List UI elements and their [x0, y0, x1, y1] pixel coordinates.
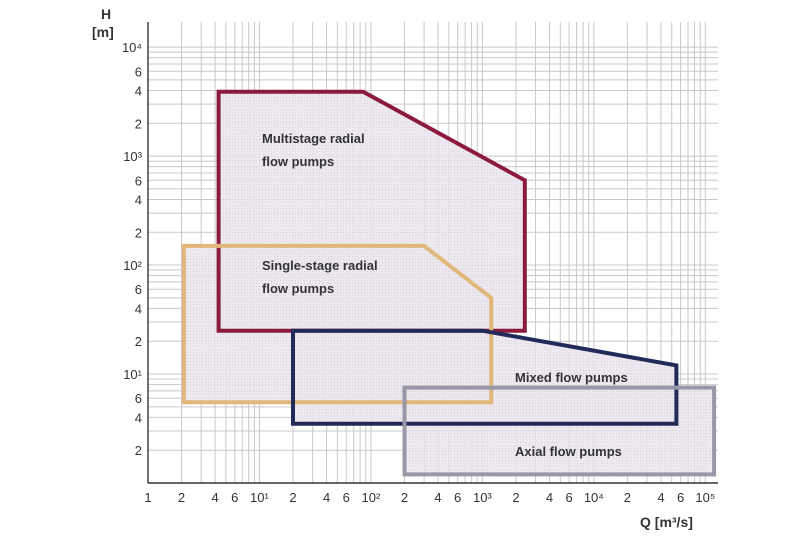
- region-label-mixed-flow-pumps: Mixed flow pumps: [515, 370, 628, 385]
- pump-region-outlines: [181, 89, 717, 477]
- y-tick-label: 2: [135, 334, 142, 349]
- x-tick-label: 1: [144, 490, 151, 505]
- region-outline-mixed-flow-pumps: [291, 328, 679, 426]
- y-tick-label: 2: [135, 116, 142, 131]
- x-tick-label: 10⁵: [695, 490, 715, 505]
- region-fill-axial-flow-pumps: [404, 387, 715, 475]
- pump-regions: [183, 91, 715, 475]
- region-outline-axial-flow-pumps: [402, 385, 717, 477]
- x-tick-label: 6: [565, 490, 572, 505]
- y-tick-label: 2: [135, 443, 142, 458]
- x-tick-label: 4: [434, 490, 441, 505]
- y-tick-label: 6: [135, 173, 142, 188]
- y-tick-label: 10¹: [123, 367, 142, 382]
- x-tick-label: 2: [178, 490, 185, 505]
- x-tick-label: 4: [323, 490, 330, 505]
- y-tick-labels: 2 4 6 10¹ 2 4 6 10² 2 4 6 10³ 2 4 6 10⁴: [122, 40, 143, 458]
- y-tick-label: 6: [135, 391, 142, 406]
- x-tick-label: 10¹: [250, 490, 269, 505]
- y-tick-label: 4: [135, 83, 142, 98]
- region-outline-multistage-radial-flow-pumps: [216, 89, 527, 333]
- x-tick-label: 6: [677, 490, 684, 505]
- y-tick-label: 10³: [123, 149, 142, 164]
- x-tick-label: 4: [211, 490, 218, 505]
- y-tick-label: 4: [135, 410, 142, 425]
- region-outline-single-stage-radial-flow-pumps: [181, 243, 494, 405]
- x-tick-label: 6: [454, 490, 461, 505]
- x-tick-label: 2: [401, 490, 408, 505]
- region-label-axial-flow-pumps: Axial flow pumps: [515, 444, 622, 459]
- x-tick-label: 4: [546, 490, 553, 505]
- y-axis-title-unit: [m]: [92, 24, 114, 40]
- x-tick-label: 10⁴: [584, 490, 604, 505]
- y-tick-label: 10²: [123, 258, 142, 273]
- x-tick-label: 2: [624, 490, 631, 505]
- pump-region-labels: Multistage radial flow pumps Single-stage …: [262, 131, 628, 459]
- region-label-single-stage-radial-flow-pumps: Single-stage radial: [262, 258, 378, 273]
- y-tick-label: 4: [135, 192, 142, 207]
- x-tick-label: 2: [512, 490, 519, 505]
- y-tick-label: 4: [135, 301, 142, 316]
- x-tick-label: 10³: [473, 490, 492, 505]
- region-label-multistage-radial-flow-pumps: Multistage radial: [262, 131, 365, 146]
- x-tick-label: 4: [657, 490, 664, 505]
- region-label-multistage-radial-flow-pumps: flow pumps: [262, 154, 334, 169]
- y-tick-label: 2: [135, 225, 142, 240]
- x-axis-title: Q [m³/s]: [640, 514, 693, 530]
- y-tick-label: 6: [135, 282, 142, 297]
- y-tick-label: 10⁴: [122, 40, 142, 55]
- y-axis-title-h: H: [101, 6, 111, 22]
- x-tick-label: 10²: [362, 490, 381, 505]
- x-tick-label: 2: [289, 490, 296, 505]
- x-tick-label: 6: [231, 490, 238, 505]
- x-tick-label: 6: [343, 490, 350, 505]
- y-tick-label: 6: [135, 64, 142, 79]
- region-label-single-stage-radial-flow-pumps: flow pumps: [262, 281, 334, 296]
- x-tick-labels: 1 2 4 6 10¹ 2 4 6 10² 2 4 6 10³ 2 4 6 10⁴ 2 4 6 10⁵: [144, 490, 715, 505]
- axes: [147, 22, 718, 484]
